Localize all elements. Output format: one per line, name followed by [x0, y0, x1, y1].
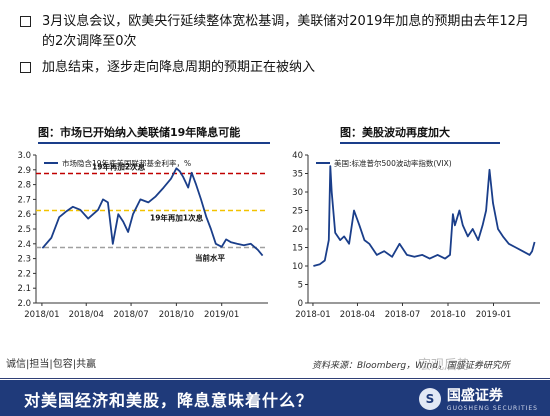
- watermark: 宏观后势: [418, 358, 471, 373]
- y-tick-label: 2.6: [17, 210, 31, 220]
- x-tick-label: 2018-10: [430, 310, 466, 320]
- y-tick-label: 5: [298, 281, 303, 291]
- y-tick-label: 2.4: [17, 240, 31, 250]
- y-tick-label: 2.2: [17, 269, 31, 279]
- left-line-chart: 2.0 2.1 2.2 2.3 2.4 2.5 2.6 2.7 2.8 2.9 3.0 2018/01…: [17, 151, 268, 320]
- y-tick-label: 40: [292, 151, 303, 161]
- y-tick-label: 10: [292, 262, 303, 272]
- bullet-list: 3月议息会议，欧美央行延续整体宽松基调，美联储对2019年加息的预期由去年12月…: [14, 12, 539, 84]
- y-tick-label: 30: [292, 188, 303, 198]
- y-tick-label: 2.9: [17, 166, 31, 176]
- left-chart-title: 图：市场已开始纳入美联储19年降息可能: [38, 124, 270, 144]
- y-tick-label: 2.8: [17, 181, 31, 191]
- bullet-text: 3月议息会议，欧美央行延续整体宽松基调，美联储对2019年加息的预期由去年12月…: [42, 14, 529, 49]
- reference-label: 19年再加2次息: [92, 162, 146, 172]
- series-line: [41, 167, 264, 257]
- legend-label: 市场隐含19年底美国联邦基金利率，%: [62, 158, 191, 168]
- x-tick-label: 2018-07: [385, 310, 421, 320]
- x-tick-label: 2019-01: [476, 310, 512, 320]
- right-chart-title-text: 图：美股波动再度加大: [340, 126, 450, 139]
- left-chart-title-text: 图：市场已开始纳入美联储19年降息可能: [38, 126, 241, 139]
- title-underline: [340, 142, 500, 144]
- y-tick-label: 2.1: [17, 284, 31, 294]
- y-tick-label: 15: [292, 244, 303, 254]
- y-tick-label: 2.5: [17, 225, 31, 235]
- source-note: 资料来源：Bloomberg，Wind，国盛证券研究所: [312, 361, 510, 371]
- legend-label: 美国:标准普尔500波动率指数(VIX): [334, 158, 452, 168]
- footer-slogan: 诚信|担当|包容|共赢: [6, 359, 97, 370]
- right-chart-title: 图：美股波动再度加大: [340, 124, 500, 144]
- divider: [0, 378, 550, 379]
- bullet-item: 3月议息会议，欧美央行延续整体宽松基调，美联储对2019年加息的预期由去年12月…: [14, 12, 539, 52]
- x-tick-label: 2018-01: [295, 310, 331, 320]
- logo-subtext: GUOSHENG SECURITIES: [446, 405, 538, 412]
- right-line-chart: 0 5 10 15 20 25 30 35 40 2018-01 2018-04 2018-07 201…: [292, 151, 540, 320]
- x-tick-label: 2018/01: [24, 310, 59, 320]
- x-tick-label: 2018/10: [159, 310, 194, 320]
- bottom-banner: 对美国经济和美股，降息意味着什么？ S 国盛证券 GUOSHENG SECURI…: [0, 380, 550, 416]
- bullet-text: 加息结束，逐步走向降息周期的预期正在被纳入: [42, 60, 316, 75]
- title-underline: [38, 142, 270, 144]
- y-tick-label: 2.0: [17, 299, 31, 309]
- y-tick-label: 3.0: [17, 151, 31, 161]
- y-tick-label: 25: [292, 207, 303, 217]
- x-tick-label: 2019/01: [204, 310, 239, 320]
- y-tick-label: 2.7: [17, 195, 31, 205]
- banner-question: 对美国经济和美股，降息意味着什么？: [24, 391, 314, 410]
- y-tick-label: 2.3: [17, 255, 31, 265]
- x-tick-label: 2018-04: [340, 310, 376, 320]
- reference-label: 19年再加1次息: [150, 213, 204, 223]
- y-tick-label: 0: [298, 299, 303, 309]
- x-tick-label: 2018/07: [113, 310, 148, 320]
- company-logo: S 国盛证券 GUOSHENG SECURITIES: [418, 385, 538, 412]
- x-tick-label: 2018/04: [69, 310, 104, 320]
- checkbox-bullet-icon: [20, 62, 31, 73]
- checkbox-bullet-icon: [20, 16, 31, 27]
- y-tick-label: 20: [292, 225, 303, 235]
- series-line: [313, 165, 536, 267]
- logo-text: 国盛证券: [446, 388, 503, 404]
- y-tick-label: 35: [292, 170, 303, 180]
- reference-label: 当前水平: [195, 253, 225, 263]
- logo-mark-icon: S: [418, 387, 441, 410]
- bullet-item: 加息结束，逐步走向降息周期的预期正在被纳入: [14, 58, 539, 78]
